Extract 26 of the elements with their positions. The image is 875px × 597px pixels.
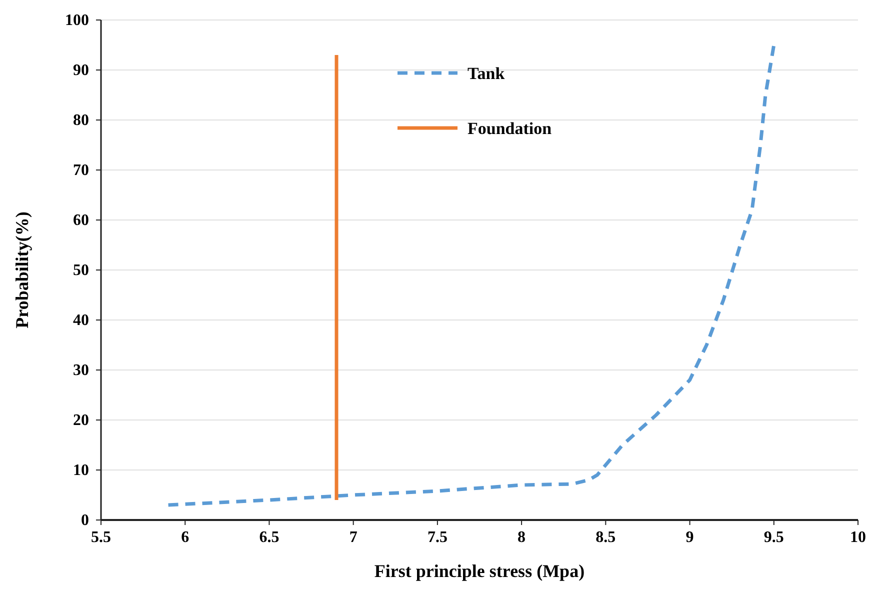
y-tick-label: 40 [73,312,89,329]
legend-label: Foundation [468,119,552,138]
y-tick-label: 20 [73,412,89,429]
x-axis-title: First principle stress (Mpa) [374,561,585,581]
x-tick-label: 7.5 [427,529,448,546]
y-axis-title: Probability(%) [12,212,32,328]
y-tick-label: 30 [73,362,89,379]
legend-label: Tank [468,64,506,83]
x-tick-label: 9 [686,529,694,546]
y-tick-label: 80 [73,112,89,129]
y-tick-label: 10 [73,462,89,479]
y-tick-label: 70 [73,162,89,179]
y-tick-label: 0 [81,512,89,529]
y-tick-label: 100 [65,12,89,29]
y-tick-label: 50 [73,262,89,279]
x-tick-label: 8 [518,529,526,546]
x-tick-label: 9.5 [764,529,784,546]
x-tick-label: 10 [850,529,866,546]
x-tick-label: 7 [349,529,358,546]
line-series [166,43,776,507]
x-tick-label: 5.5 [91,529,111,546]
y-tick-label: 90 [73,62,89,79]
y-tick-label: 60 [73,212,89,229]
x-tick-label: 6 [181,529,190,546]
x-tick-label: 8.5 [596,529,616,546]
x-tick-label: 6.5 [259,529,280,546]
